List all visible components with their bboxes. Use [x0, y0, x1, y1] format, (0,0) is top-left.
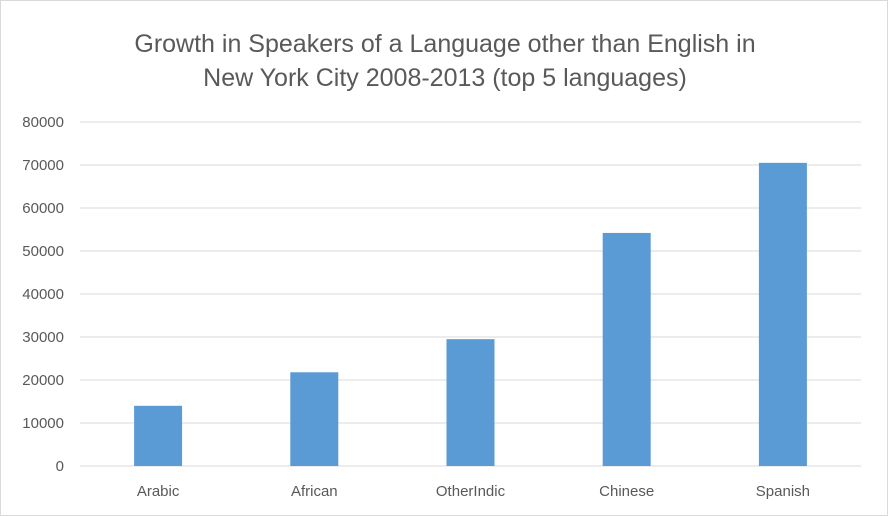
- bar-otherindic: [446, 339, 495, 466]
- y-tick-label: 30000: [22, 329, 64, 346]
- y-axis-labels: 0 10000 20000 30000 40000 50000 60000 70000 8000…: [22, 114, 64, 475]
- bar-chinese: [602, 232, 651, 466]
- y-tick-label: 70000: [22, 157, 64, 174]
- chart-title: Growth in Speakers of a Language other t…: [1, 27, 888, 95]
- y-tick-label: 10000: [22, 415, 64, 432]
- chart-title-line-2: New York City 2008-2013 (top 5 languages…: [203, 64, 687, 92]
- y-tick-label: 60000: [22, 200, 64, 217]
- bar-african: [290, 372, 339, 466]
- x-tick-label: OtherIndic: [436, 483, 506, 500]
- y-tick-label: 50000: [22, 243, 64, 260]
- x-tick-label: Arabic: [137, 483, 180, 500]
- chart-title-line-1: Growth in Speakers of a Language other t…: [134, 30, 756, 58]
- bar-arabic: [134, 405, 183, 466]
- y-tick-label: 40000: [22, 286, 64, 303]
- x-tick-label: Spanish: [756, 483, 810, 500]
- bars: [134, 162, 807, 466]
- bar-spanish: [758, 162, 807, 466]
- x-tick-label: Chinese: [599, 483, 654, 500]
- y-tick-label: 20000: [22, 372, 64, 389]
- x-tick-label: African: [291, 483, 338, 500]
- y-tick-label: 0: [56, 458, 64, 475]
- x-axis-labels: Arabic African OtherIndic Chinese Spanish: [137, 483, 810, 500]
- y-tick-label: 80000: [22, 114, 64, 131]
